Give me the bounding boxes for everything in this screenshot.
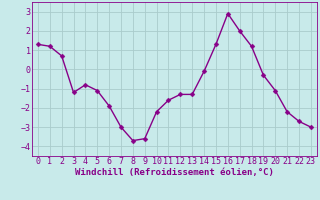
X-axis label: Windchill (Refroidissement éolien,°C): Windchill (Refroidissement éolien,°C): [75, 168, 274, 177]
